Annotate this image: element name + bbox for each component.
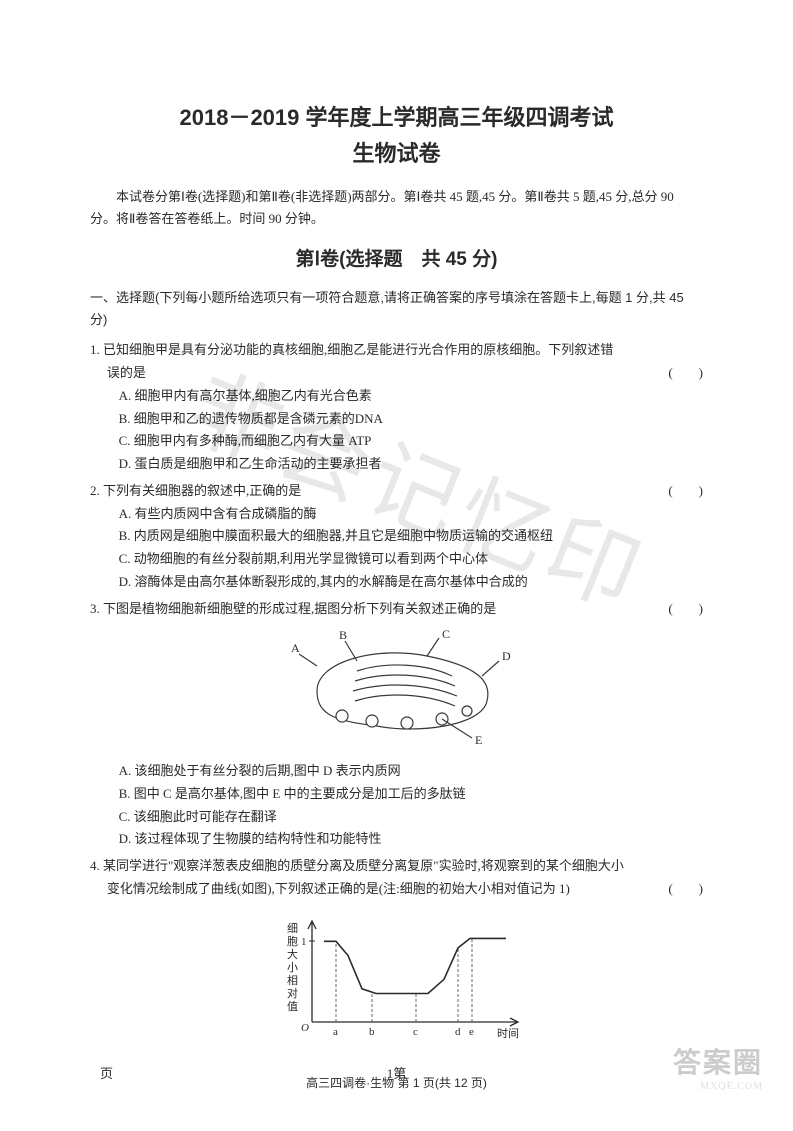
instructions-text: (下列每小题所给选项只有一项符合题意,请将正确答案的序号填涂在答题卡上,每题 1… bbox=[90, 290, 684, 327]
fig4-tick-e: e bbox=[469, 1026, 474, 1038]
q4-stem-line1: 4. 某同学进行"观察洋葱表皮细胞的质壁分离及质壁分离复原"实验时,将观察到的某… bbox=[90, 855, 703, 878]
question-2: 2. 下列有关细胞器的叙述中,正确的是 ( ) A. 有些内质网中含有合成磷脂的… bbox=[90, 480, 703, 594]
question-1: 1. 已知细胞甲是具有分泌功能的真核细胞,细胞乙是能进行光合作用的原核细胞。下列… bbox=[90, 339, 703, 476]
q1-stem-line1: 1. 已知细胞甲是具有分泌功能的真核细胞,细胞乙是能进行光合作用的原核细胞。下列… bbox=[90, 339, 703, 362]
q2-stem-text: 2. 下列有关细胞器的叙述中,正确的是 bbox=[90, 483, 301, 498]
instructions: 一、选择题(下列每小题所给选项只有一项符合题意,请将正确答案的序号填涂在答题卡上… bbox=[90, 287, 703, 331]
title-main: 2018－2019 学年度上学期高三年级四调考试 bbox=[90, 100, 703, 132]
intro-paragraph: 本试卷分第Ⅰ卷(选择题)和第Ⅱ卷(非选择题)两部分。第Ⅰ卷共 45 题,45 分… bbox=[90, 186, 703, 230]
fig4-tick-c: c bbox=[413, 1026, 418, 1038]
q3-option-b: B. 图中 C 是高尔基体,图中 E 中的主要成分是加工后的多肽链 bbox=[90, 783, 703, 806]
q1-stem-text: 误的是 bbox=[107, 365, 146, 380]
fig4-ylabel-2: 胞 bbox=[287, 935, 298, 948]
fig4-xlabel: 时间 bbox=[497, 1027, 519, 1040]
q2-stem: 2. 下列有关细胞器的叙述中,正确的是 ( ) bbox=[90, 480, 703, 503]
q2-option-b: B. 内质网是细胞中膜面积最大的细胞器,并且它是细胞中物质运输的交通枢纽 bbox=[90, 525, 703, 548]
fig4-ylabel-4: 小 bbox=[287, 961, 298, 974]
logo-small: MXQE.COM bbox=[673, 1081, 763, 1092]
q4-bracket: ( ) bbox=[668, 878, 703, 901]
fig4-tick-b: b bbox=[369, 1026, 375, 1038]
fig3-label-e: E bbox=[475, 733, 482, 746]
fig3-label-b: B bbox=[339, 628, 347, 642]
q3-option-c: C. 该细胞此时可能存在翻译 bbox=[90, 806, 703, 829]
bottom-left: 页 bbox=[100, 1063, 113, 1082]
q2-option-a: A. 有些内质网中含有合成磷脂的酶 bbox=[90, 503, 703, 526]
title-sub: 生物试卷 bbox=[90, 136, 703, 168]
q3-option-d: D. 该过程体现了生物膜的结构特性和功能特性 bbox=[90, 828, 703, 851]
q2-option-d: D. 溶酶体是由高尔基体断裂形成的,其内的水解酶是在高尔基体中合成的 bbox=[90, 571, 703, 594]
q1-stem-line2: 误的是 ( ) bbox=[90, 362, 703, 385]
cell-diagram-svg: A B C D E bbox=[267, 626, 527, 746]
q1-option-c: C. 细胞甲内有多种酶,而细胞乙内有大量 ATP bbox=[90, 430, 703, 453]
fig4-tick-d: d bbox=[455, 1026, 461, 1038]
question-4: 4. 某同学进行"观察洋葱表皮细胞的质壁分离及质壁分离复原"实验时,将观察到的某… bbox=[90, 855, 703, 1054]
logo-big: 答案圈 bbox=[673, 1041, 763, 1081]
q1-option-a: A. 细胞甲内有高尔基体,细胞乙内有光合色素 bbox=[90, 385, 703, 408]
fig4-ylabel-7: 值 bbox=[287, 1000, 298, 1013]
q3-bracket: ( ) bbox=[668, 598, 703, 621]
fig3-label-d: D bbox=[502, 649, 511, 663]
fig3-label-a: A bbox=[291, 641, 300, 655]
q3-option-a: A. 该细胞处于有丝分裂的后期,图中 D 表示内质网 bbox=[90, 760, 703, 783]
q2-bracket: ( ) bbox=[668, 480, 703, 503]
fig4-ymark: 1 bbox=[301, 936, 307, 948]
question-3: 3. 下图是植物细胞新细胞壁的形成过程,据图分析下列有关叙述正确的是 ( ) bbox=[90, 598, 703, 852]
bottom-center: 1第 bbox=[387, 1066, 407, 1081]
q3-stem-text: 3. 下图是植物细胞新细胞壁的形成过程,据图分析下列有关叙述正确的是 bbox=[90, 601, 496, 616]
q2-option-c: C. 动物细胞的有丝分裂前期,利用光学显微镜可以看到两个中心体 bbox=[90, 548, 703, 571]
q1-bracket: ( ) bbox=[668, 362, 703, 385]
q4-stem-line2: 变化情况绘制成了曲线(如图),下列叙述正确的是(注:细胞的初始大小相对值记为 1… bbox=[90, 878, 703, 901]
q1-option-b: B. 细胞甲和乙的遗传物质都是含磷元素的DNA bbox=[90, 408, 703, 431]
section1-header: 第Ⅰ卷(选择题 共 45 分) bbox=[90, 244, 703, 271]
curve-chart-svg: 细 胞 大 小 相 对 值 1 O a b c de 时间 bbox=[257, 907, 537, 1047]
fig4-ylabel-3: 大 bbox=[287, 947, 298, 961]
q3-figure: A B C D E bbox=[90, 626, 703, 754]
exam-page: 非会记忆印 2018－2019 学年度上学期高三年级四调考试 生物试卷 本试卷分… bbox=[0, 0, 793, 1131]
watermark-logo: 答案圈 MXQE.COM bbox=[673, 1041, 763, 1092]
fig4-ylabel-6: 对 bbox=[287, 986, 298, 1000]
q3-stem: 3. 下图是植物细胞新细胞壁的形成过程,据图分析下列有关叙述正确的是 ( ) bbox=[90, 598, 703, 621]
fig4-origin: O bbox=[301, 1022, 309, 1034]
fig3-label-c: C bbox=[442, 627, 450, 641]
q4-figure: 细 胞 大 小 相 对 值 1 O a b c de 时间 bbox=[90, 907, 703, 1055]
fig4-ylabel-1: 细 bbox=[287, 922, 298, 935]
q1-option-d: D. 蛋白质是细胞甲和乙生命活动的主要承担者 bbox=[90, 453, 703, 476]
q4-stem-text: 变化情况绘制成了曲线(如图),下列叙述正确的是(注:细胞的初始大小相对值记为 1… bbox=[107, 881, 570, 896]
fig4-ylabel-5: 相 bbox=[287, 974, 298, 987]
fig4-tick-a: a bbox=[333, 1026, 338, 1038]
instructions-label: 一、选择题 bbox=[90, 290, 155, 305]
